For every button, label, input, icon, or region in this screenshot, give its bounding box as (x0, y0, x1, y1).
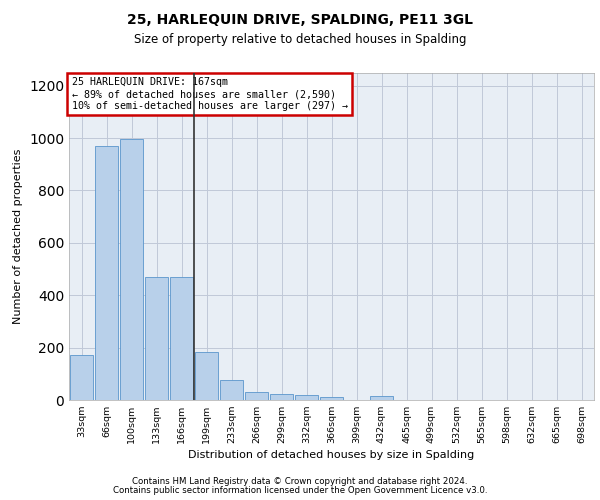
Bar (320, 398, 343, 400)
Bar (245, 392, 268, 400)
Text: Contains public sector information licensed under the Open Government Licence v3: Contains public sector information licen… (113, 486, 487, 495)
Text: Contains HM Land Registry data © Crown copyright and database right 2024.: Contains HM Land Registry data © Crown c… (132, 477, 468, 486)
Text: Size of property relative to detached houses in Spalding: Size of property relative to detached ho… (134, 32, 466, 46)
Bar (70, 356, 93, 400)
Y-axis label: Number of detached properties: Number of detached properties (13, 148, 23, 324)
Bar (195, 352, 218, 400)
Bar (95, 146, 118, 400)
Bar (295, 395, 318, 400)
Bar (170, 277, 193, 400)
X-axis label: Distribution of detached houses by size in Spalding: Distribution of detached houses by size … (188, 450, 475, 460)
Bar (370, 396, 393, 400)
Bar (145, 277, 168, 400)
Bar (220, 380, 243, 400)
Bar (270, 394, 293, 400)
Text: 25, HARLEQUIN DRIVE, SPALDING, PE11 3GL: 25, HARLEQUIN DRIVE, SPALDING, PE11 3GL (127, 12, 473, 26)
Text: 25 HARLEQUIN DRIVE: 167sqm
← 89% of detached houses are smaller (2,590)
10% of s: 25 HARLEQUIN DRIVE: 167sqm ← 89% of deta… (71, 78, 347, 110)
Bar (120, 140, 143, 400)
